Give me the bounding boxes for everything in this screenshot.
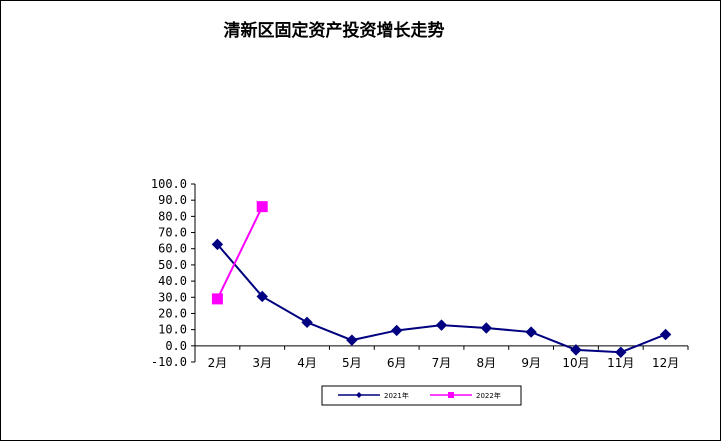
y-tick-label: 40.0 bbox=[158, 274, 187, 288]
x-tick-label: 4月 bbox=[297, 356, 317, 370]
y-tick-label: -10.0 bbox=[151, 355, 187, 369]
data-point bbox=[525, 326, 537, 338]
x-tick-label: 2月 bbox=[208, 356, 228, 370]
legend: 2021年 2022年 bbox=[321, 385, 522, 406]
legend-box bbox=[321, 385, 522, 406]
y-tick-label: 80.0 bbox=[158, 209, 187, 223]
series-1 bbox=[211, 238, 672, 358]
x-tick-label: 5月 bbox=[342, 356, 362, 370]
data-point bbox=[435, 319, 448, 331]
data-point bbox=[659, 328, 672, 341]
x-tick-label: 10月 bbox=[562, 356, 589, 370]
data-point bbox=[256, 201, 268, 213]
series-2 bbox=[211, 201, 268, 305]
x-tick-label: 9月 bbox=[521, 356, 541, 370]
x-tick-label: 12月 bbox=[652, 356, 679, 370]
series-line bbox=[216, 206, 264, 300]
y-tick-label: 60.0 bbox=[158, 242, 187, 256]
data-point bbox=[390, 324, 403, 337]
axes: 100.0 90.0 80.0 70.0 60.0 50.0 40.0 30.0 20.0 10.… bbox=[151, 177, 689, 370]
x-tick-label: 7月 bbox=[432, 356, 452, 370]
series-layer bbox=[211, 201, 672, 358]
x-tick-label: 3月 bbox=[252, 356, 272, 370]
legend-marker bbox=[356, 392, 362, 398]
y-tick-label: 20.0 bbox=[158, 306, 187, 320]
data-point bbox=[211, 293, 223, 305]
y-tick-label: 0.0 bbox=[165, 339, 187, 353]
y-tick-label: 50.0 bbox=[158, 258, 187, 272]
y-tick-label: 10.0 bbox=[158, 323, 187, 337]
data-point bbox=[570, 344, 582, 356]
data-point bbox=[615, 346, 627, 358]
y-tick-label: 100.0 bbox=[151, 177, 187, 191]
data-point bbox=[256, 290, 268, 303]
legend-label: 2021年 bbox=[384, 391, 409, 400]
y-tick-label: 70.0 bbox=[158, 226, 187, 240]
chart-title: 清新区固定资产投资增长走势 bbox=[223, 21, 445, 41]
data-point bbox=[480, 322, 493, 334]
data-point bbox=[211, 238, 224, 251]
x-tick-label: 11月 bbox=[607, 356, 634, 370]
x-tick-label: 8月 bbox=[476, 356, 496, 370]
legend-label: 2022年 bbox=[476, 391, 501, 400]
series-line bbox=[216, 243, 666, 354]
data-point bbox=[301, 316, 313, 329]
y-tick-label: 30.0 bbox=[158, 290, 187, 304]
y-tick-label: 90.0 bbox=[158, 193, 187, 207]
x-tick-label: 6月 bbox=[387, 356, 407, 370]
data-point bbox=[346, 334, 358, 346]
legend-marker bbox=[448, 392, 454, 398]
